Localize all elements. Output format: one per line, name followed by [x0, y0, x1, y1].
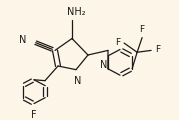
Text: F: F [140, 25, 145, 34]
Text: N: N [100, 60, 108, 71]
Text: F: F [31, 110, 37, 120]
Text: N: N [74, 76, 82, 86]
Text: F: F [155, 45, 160, 54]
Text: N: N [19, 35, 26, 45]
Text: F: F [115, 38, 120, 47]
Text: NH₂: NH₂ [67, 7, 85, 17]
